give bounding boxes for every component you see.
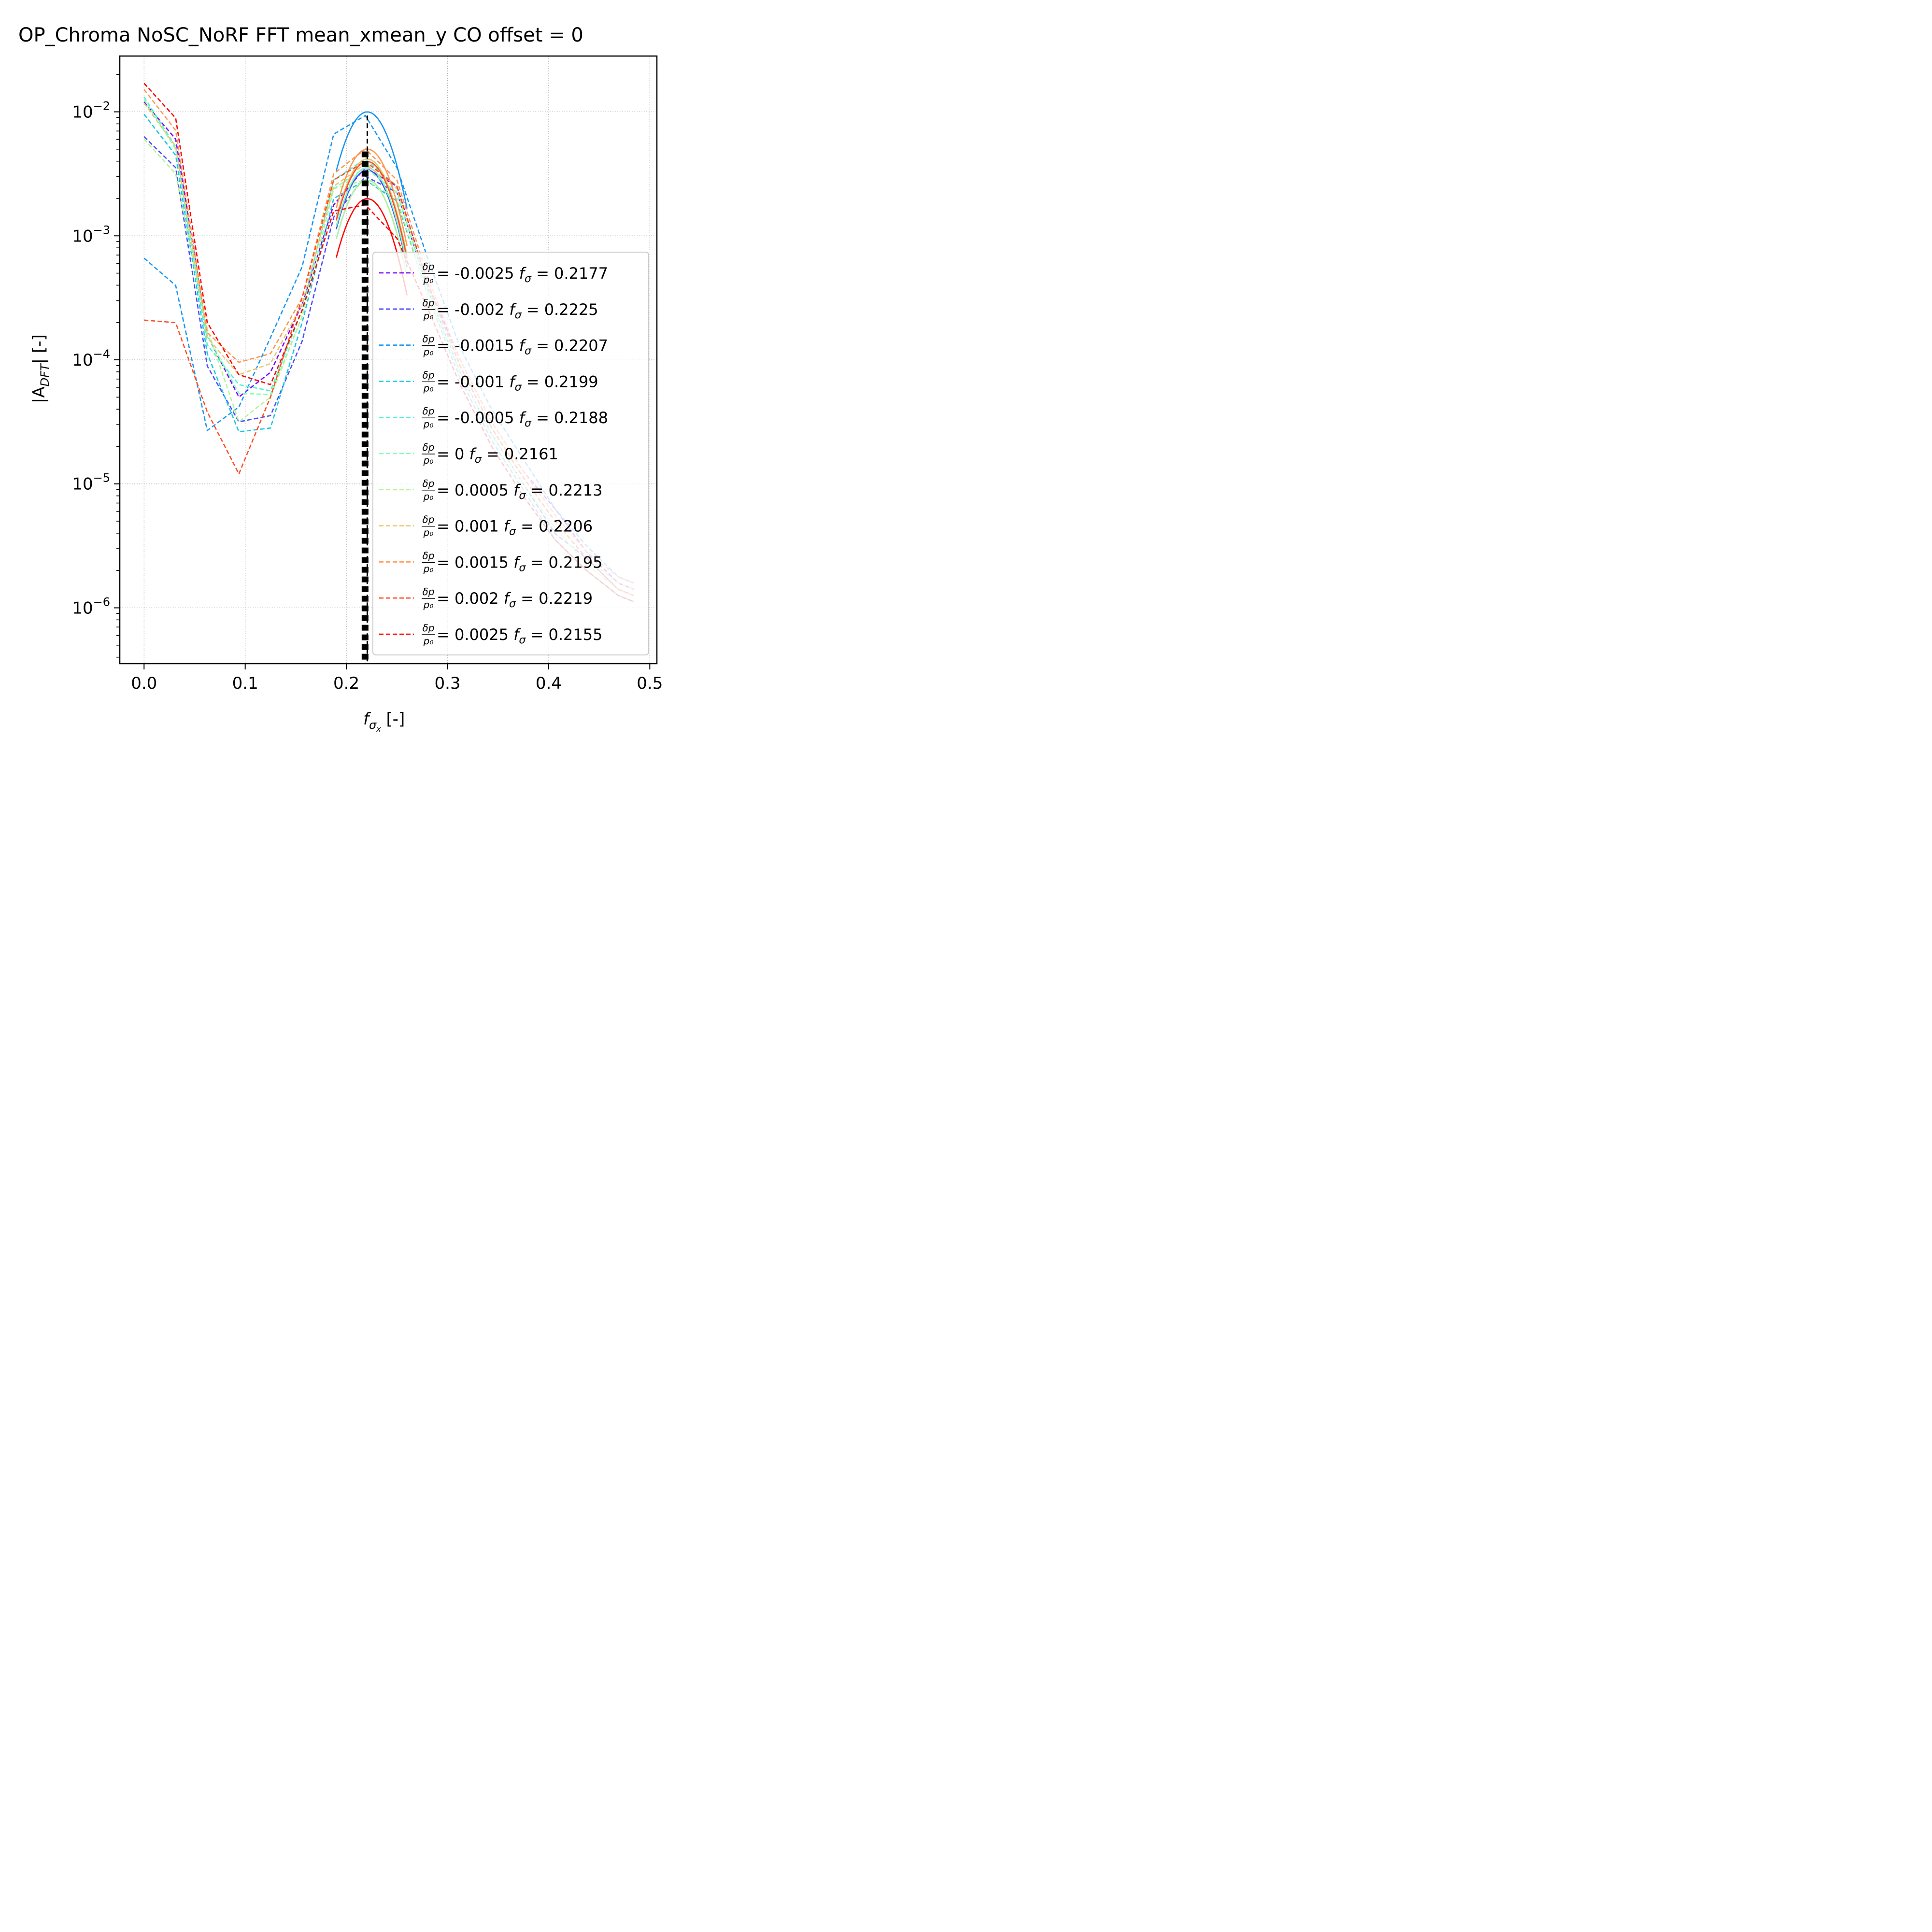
series-fit-1 bbox=[335, 170, 408, 267]
series-fit-6 bbox=[335, 179, 408, 277]
legend-frac-num-1: δp bbox=[423, 297, 435, 309]
legend-frac-den-3: p₀ bbox=[423, 382, 434, 394]
legend-frac-den-5: p₀ bbox=[423, 455, 434, 466]
legend-frac-num-4: δp bbox=[423, 405, 435, 417]
series-fit-9 bbox=[335, 161, 408, 258]
y-tick-label-0: 10−2 bbox=[72, 99, 110, 122]
legend-label-0: = -0.0025 fσ = 0.2177 bbox=[437, 264, 608, 285]
x-tick-label-0: 0.0 bbox=[131, 674, 157, 693]
fft-chart: OP_Chroma NoSC_NoRF FFT mean_xmean_y CO … bbox=[0, 0, 757, 757]
legend-frac-den-0: p₀ bbox=[423, 274, 434, 285]
legend-label-9: = 0.002 fσ = 0.2219 bbox=[437, 589, 593, 610]
y-axis-label: |ADFT| [-] bbox=[29, 334, 52, 403]
x-axis-label: fσx [-] bbox=[363, 710, 405, 734]
legend-label-2: = -0.0015 fσ = 0.2207 bbox=[437, 337, 608, 357]
y-tick-label-1: 10−3 bbox=[72, 223, 110, 246]
y-axis: 10−2 10−3 10−4 10−5 10−6 bbox=[72, 74, 120, 658]
legend-frac-num-9: δp bbox=[423, 586, 435, 597]
legend-frac-den-1: p₀ bbox=[423, 310, 434, 322]
y-tick-label-4: 10−6 bbox=[72, 595, 110, 618]
legend-label-4: = -0.0005 fσ = 0.2188 bbox=[437, 409, 608, 429]
legend-label-3: = -0.001 fσ = 0.2199 bbox=[437, 372, 598, 393]
chart-title: OP_Chroma NoSC_NoRF FFT mean_xmean_y CO … bbox=[18, 24, 583, 46]
legend-frac-den-7: p₀ bbox=[423, 527, 434, 539]
legend-frac-den-6: p₀ bbox=[423, 491, 434, 502]
series-fit-10 bbox=[335, 198, 408, 296]
legend-frac-num-7: δp bbox=[423, 514, 435, 526]
legend-frac-num-8: δp bbox=[423, 550, 435, 561]
legend-frac-num-2: δp bbox=[423, 333, 435, 345]
legend-label-10: = 0.0025 fσ = 0.2155 bbox=[437, 625, 602, 646]
legend-label-5: = 0 fσ = 0.2161 bbox=[437, 445, 558, 466]
legend-frac-num-5: δp bbox=[423, 441, 435, 453]
legend-frac-num-0: δp bbox=[423, 261, 435, 272]
x-axis: 0.0 0.1 0.2 0.3 0.4 0.5 bbox=[131, 664, 663, 693]
legend-frac-den-10: p₀ bbox=[423, 635, 434, 647]
x-tick-label-3: 0.3 bbox=[434, 674, 460, 693]
legend-frac-num-10: δp bbox=[423, 622, 435, 634]
x-tick-label-1: 0.1 bbox=[232, 674, 258, 693]
series-fit-2 bbox=[335, 111, 408, 209]
legend-box bbox=[372, 252, 649, 655]
series-fit-7 bbox=[335, 158, 408, 256]
legend-frac-den-8: p₀ bbox=[423, 563, 434, 574]
y-tick-label-2: 10−4 bbox=[72, 347, 110, 370]
legend-frac-den-4: p₀ bbox=[423, 418, 434, 430]
y-tick-label-3: 10−5 bbox=[72, 471, 110, 494]
legend-frac-den-9: p₀ bbox=[423, 599, 434, 611]
x-tick-label-5: 0.5 bbox=[637, 674, 663, 693]
legend-label-7: = 0.001 fσ = 0.2206 bbox=[437, 517, 593, 538]
legend-frac-num-6: δp bbox=[423, 478, 435, 489]
peak-markers bbox=[361, 115, 369, 664]
legend-frac-den-2: p₀ bbox=[423, 346, 434, 358]
x-tick-label-2: 0.2 bbox=[333, 674, 359, 693]
legend-label-8: = 0.0015 fσ = 0.2195 bbox=[437, 553, 602, 574]
legend-label-1: = -0.002 fσ = 0.2225 bbox=[437, 300, 598, 321]
x-tick-label-4: 0.4 bbox=[536, 674, 562, 693]
legend-frac-num-3: δp bbox=[423, 369, 435, 381]
legend-label-6: = 0.0005 fσ = 0.2213 bbox=[437, 481, 602, 502]
